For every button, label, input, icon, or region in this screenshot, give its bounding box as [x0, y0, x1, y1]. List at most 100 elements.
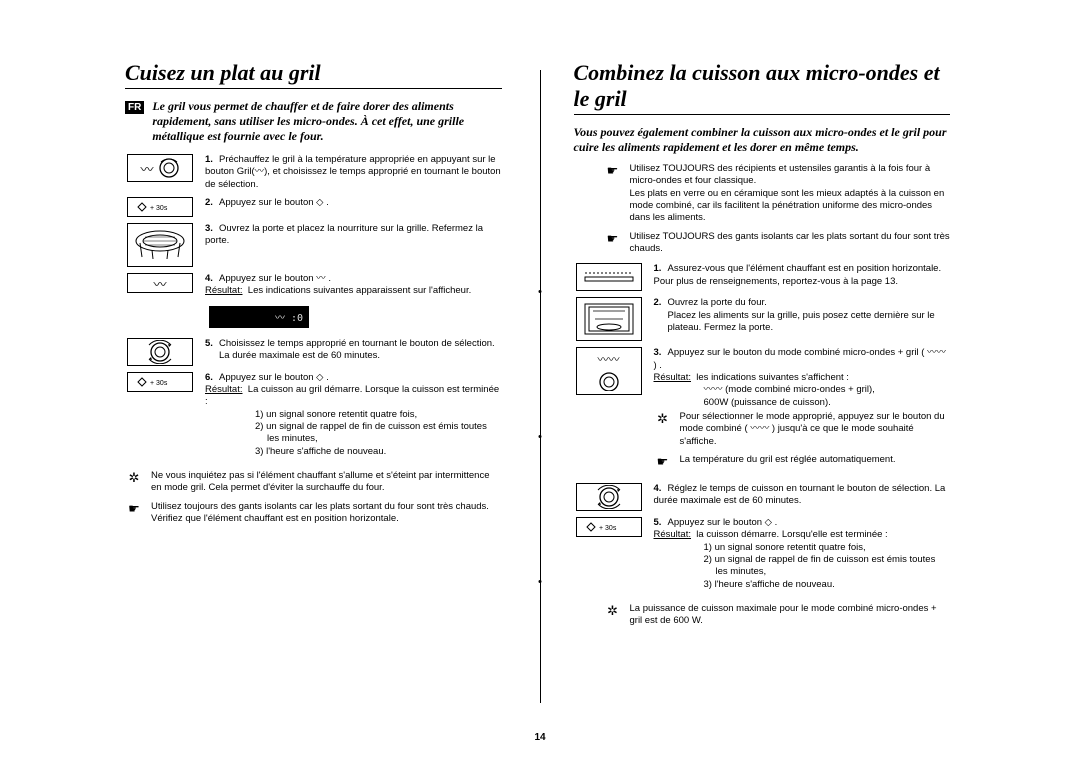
intro-text: Vous pouvez également combiner la cuisso… — [574, 125, 951, 155]
step-text: 4.Appuyez sur le bouton 〰 . Résultat: Le… — [205, 273, 502, 298]
step-icon: 〰〰 — [574, 347, 644, 395]
diamond-30s-icon: + 30s — [581, 520, 637, 534]
step-text: 1.Assurez-vous que l'élément chauffant e… — [654, 263, 951, 288]
note-text: La puissance de cuisson maximale pour le… — [630, 603, 951, 628]
caution-icon: ☛ — [654, 454, 672, 471]
section-title: Combinez la cuisson aux micro-ondes et l… — [574, 60, 951, 115]
combi-icon: 〰〰 — [598, 351, 620, 367]
result-text: La cuisson au gril démarre. Lorsque la c… — [205, 384, 499, 407]
language-tag: FR — [125, 101, 144, 114]
start-button-icon: + 30s — [127, 197, 193, 217]
step-text: 1.Préchauffez le gril à la température a… — [205, 154, 502, 191]
result-line: 〰〰 (mode combiné micro-ondes + gril), — [704, 384, 951, 396]
step-icon — [125, 338, 195, 366]
grill-icon: 〰 — [153, 274, 166, 293]
notes-block: ✲ Ne vous inquiétez pas si l'élément cha… — [125, 470, 502, 525]
caution-icon: ☛ — [604, 163, 622, 225]
step-row: 3.Ouvrez la porte et placez la nourritur… — [125, 223, 502, 267]
step-icon: + 30s — [125, 197, 195, 217]
post-notes: ✲ La puissance de cuisson maximale pour … — [574, 603, 951, 628]
step-extra: Placez les aliments sur la grille, puis … — [654, 310, 951, 335]
dial-icon — [598, 371, 620, 391]
note-row: ☛ Utilisez TOUJOURS des gants isolants c… — [604, 231, 951, 256]
result-text: Les indications suivantes apparaissent s… — [248, 285, 471, 296]
step-icon: 〰 — [125, 154, 195, 182]
step-row: + 30s 6.Appuyez sur le bouton ◇ . Résult… — [125, 372, 502, 458]
result-sublist: 1) un signal sonore retentit quatre fois… — [205, 409, 502, 458]
result-line: 600W (puissance de cuisson). — [704, 397, 951, 409]
step-row: 〰 4.Appuyez sur le bouton 〰 . Résultat: … — [125, 273, 502, 298]
note-text: Ne vous inquiétez pas si l'élément chauf… — [151, 470, 502, 495]
tip-icon: ✲ — [604, 603, 622, 628]
step-text: 6.Appuyez sur le bouton ◇ . Résultat: La… — [205, 372, 502, 458]
result-label: Résultat: — [205, 384, 243, 395]
sub-item: 3) l'heure s'affiche de nouveau. — [704, 579, 951, 591]
note-row: ✲ La puissance de cuisson maximale pour … — [604, 603, 951, 628]
grill-button-icon: 〰 — [127, 273, 193, 293]
binding-dot — [539, 435, 542, 438]
result-label: Résultat: — [654, 372, 692, 383]
step-text: 3.Appuyez sur le bouton du mode combiné … — [654, 347, 951, 477]
result-text: les indications suivantes s'affichent : — [696, 372, 849, 383]
step-row: 〰 1.Préchauffez le gril à la température… — [125, 154, 502, 191]
svg-text:+ 30s: + 30s — [150, 205, 168, 212]
step-text: 3.Ouvrez la porte et placez la nourritur… — [205, 223, 502, 248]
page-number: 14 — [534, 732, 545, 743]
step-row: 〰〰 3.Appuyez sur le bouton du mode combi… — [574, 347, 951, 477]
dial-turn-icon — [576, 483, 642, 511]
note-row: ☛ Utilisez toujours des gants isolants c… — [125, 501, 502, 526]
binding-dot — [539, 290, 542, 293]
note-row: ✲ Ne vous inquiétez pas si l'élément cha… — [125, 470, 502, 495]
intro-row: FR Le gril vous permet de chauffer et de… — [125, 99, 502, 144]
step-icon: + 30s — [574, 517, 644, 537]
note-text: Utilisez TOUJOURS des gants isolants car… — [630, 231, 951, 256]
step-row: + 30s 5.Appuyez sur le bouton ◇ . Résult… — [574, 517, 951, 591]
tip-icon: ✲ — [125, 470, 143, 495]
grill-icon: 〰 — [140, 159, 153, 178]
columns: Cuisez un plat au gril FR Le gril vous p… — [125, 60, 950, 634]
step-text: 4.Réglez le temps de cuisson en tournant… — [654, 483, 951, 508]
step-text: 2.Ouvrez la porte du four. Placez les al… — [654, 297, 951, 334]
caution-icon: ☛ — [604, 231, 622, 256]
step-text: 5.Appuyez sur le bouton ◇ . Résultat: la… — [654, 517, 951, 591]
result-label: Résultat: — [654, 529, 692, 540]
left-column: Cuisez un plat au gril FR Le gril vous p… — [125, 60, 518, 634]
element-icon — [581, 267, 637, 287]
diamond-30s-icon: + 30s — [132, 375, 188, 389]
step-icon: 〰 — [125, 273, 195, 293]
step-icon: + 30s — [125, 372, 195, 392]
step-row: 4.Réglez le temps de cuisson en tournant… — [574, 483, 951, 511]
sub-item: 3) l'heure s'affiche de nouveau. — [255, 446, 502, 458]
inner-note: ✲ Pour sélectionner le mode approprié, a… — [654, 411, 951, 448]
dial-arrows-icon — [147, 340, 173, 364]
step-extra: La durée maximale est de 60 minutes. — [205, 350, 502, 362]
dial-icon — [158, 157, 180, 179]
result-lines: 〰〰 (mode combiné micro-ondes + gril), 60… — [654, 384, 951, 409]
step-row: 2.Ouvrez la porte du four. Placez les al… — [574, 297, 951, 341]
note-text: La température du gril est réglée automa… — [680, 454, 951, 471]
result-text: la cuisson démarre. Lorsqu'elle est term… — [696, 529, 887, 540]
step-row: + 30s 2.Appuyez sur le bouton ◇ . — [125, 197, 502, 217]
sub-item: 2) un signal de rappel de fin de cuisson… — [255, 421, 502, 446]
caution-icon: ☛ — [125, 501, 143, 526]
result-label: Résultat: — [205, 285, 243, 296]
rack-icon — [127, 223, 193, 267]
display-readout: 〰 :0 — [209, 306, 309, 328]
tip-icon: ✲ — [654, 411, 672, 448]
center-divider — [540, 70, 541, 703]
step-icon — [574, 483, 644, 511]
dial-turn-icon — [127, 338, 193, 366]
inner-note: ☛ La température du gril est réglée auto… — [654, 454, 951, 471]
binding-dot — [539, 580, 542, 583]
step-row: 1.Assurez-vous que l'élément chauffant e… — [574, 263, 951, 291]
start-button-icon: + 30s — [576, 517, 642, 537]
step-row: 5.Choisissez le temps approprié en tourn… — [125, 338, 502, 366]
step-text: 5.Choisissez le temps approprié en tourn… — [205, 338, 502, 363]
right-column: Combinez la cuisson aux micro-ondes et l… — [558, 60, 951, 634]
note-text: Utilisez TOUJOURS des récipients et uste… — [630, 163, 951, 225]
sub-item: 1) un signal sonore retentit quatre fois… — [255, 409, 502, 421]
grill-rack-icon — [132, 227, 188, 263]
step-text: 2.Appuyez sur le bouton ◇ . — [205, 197, 502, 209]
svg-text:+ 30s: + 30s — [599, 525, 617, 532]
dial-arrows-icon — [596, 485, 622, 509]
